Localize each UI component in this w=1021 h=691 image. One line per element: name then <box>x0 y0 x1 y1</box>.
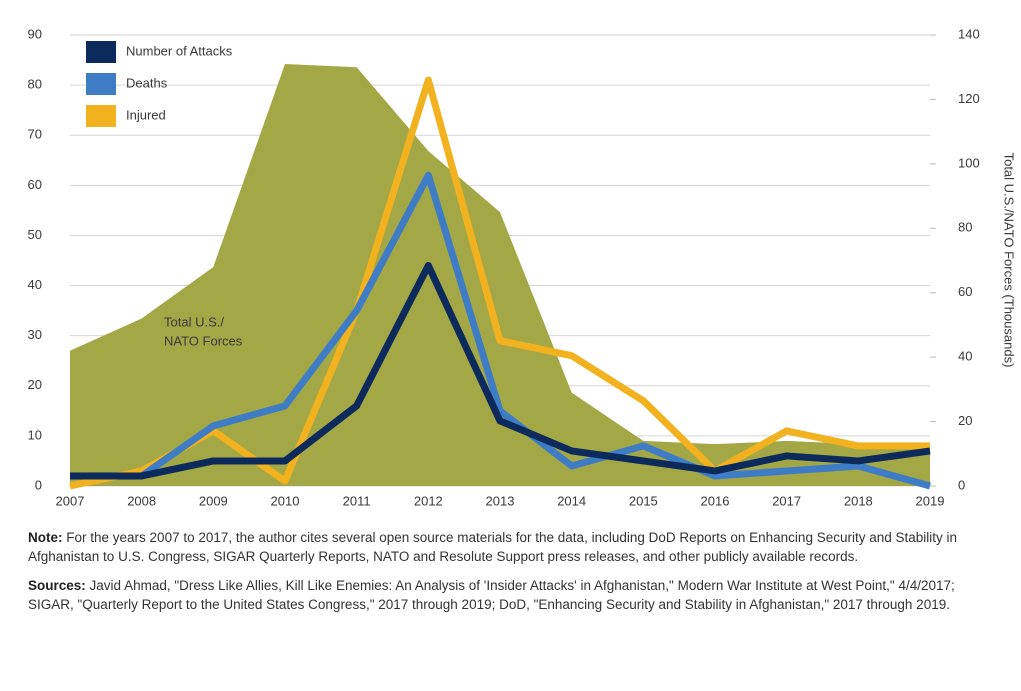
area-annotation: NATO Forces <box>164 333 243 348</box>
sources-label: Sources: <box>28 578 86 593</box>
x-tick-label: 2014 <box>557 493 586 508</box>
notes: Note: For the years 2007 to 2017, the au… <box>28 528 1003 624</box>
sources-text: Javid Ahmad, "Dress Like Allies, Kill Li… <box>28 578 955 612</box>
legend-label: Injured <box>126 107 166 122</box>
sources: Sources: Javid Ahmad, "Dress Like Allies… <box>28 576 1003 614</box>
legend-swatch <box>86 105 116 127</box>
y-tick-label: 40 <box>28 277 42 292</box>
y2-tick-label: 40 <box>958 349 972 364</box>
y-tick-label: 20 <box>28 377 42 392</box>
y2-tick-label: 140 <box>958 26 980 41</box>
x-tick-label: 2018 <box>844 493 873 508</box>
y-tick-label: 80 <box>28 77 42 92</box>
x-tick-label: 2007 <box>56 493 85 508</box>
y-tick-label: 0 <box>35 477 42 492</box>
legend-label: Deaths <box>126 75 168 90</box>
series-line <box>70 171 931 490</box>
note: Note: For the years 2007 to 2017, the au… <box>28 528 1003 566</box>
note-text: For the years 2007 to 2017, the author c… <box>28 530 958 564</box>
y2-tick-label: 20 <box>958 413 972 428</box>
y2-axis-label: Total U.S./NATO Forces (Thousands) <box>1002 153 1017 368</box>
x-tick-label: 2019 <box>916 493 945 508</box>
x-tick-label: 2008 <box>127 493 156 508</box>
y-tick-label: 70 <box>28 127 42 142</box>
y-tick-label: 30 <box>28 327 42 342</box>
chart: 0 10 20 30 40 50 60 70 80 90 0 20 40 60 80 100 120 140 Tot… <box>28 26 1017 508</box>
x-tick-label: 2009 <box>199 493 228 508</box>
x-tick-label: 2011 <box>343 493 371 508</box>
y2-tick-label: 120 <box>958 91 980 106</box>
series-line <box>69 76 930 490</box>
note-label: Note: <box>28 530 63 545</box>
y2-tick-label: 100 <box>958 155 980 170</box>
area-annotation: Total U.S./ <box>164 314 224 329</box>
y-tick-label: 60 <box>28 177 42 192</box>
x-tick-label: 2010 <box>271 493 300 508</box>
x-tick-label: 2016 <box>701 493 730 508</box>
legend-swatch <box>86 73 116 95</box>
legend-swatch <box>86 41 116 63</box>
x-tick-label: 2013 <box>486 493 515 508</box>
y-tick-label: 50 <box>28 227 42 242</box>
y2-tick-label: 0 <box>958 477 965 492</box>
legend-label: Number of Attacks <box>126 43 233 58</box>
x-tick-label: 2017 <box>772 493 801 508</box>
series-line <box>70 262 931 480</box>
y2-tick-label: 80 <box>958 220 972 235</box>
y2-tick-label: 60 <box>958 284 972 299</box>
x-tick-label: 2015 <box>629 493 658 508</box>
y-tick-label: 10 <box>28 427 42 442</box>
x-tick-label: 2012 <box>414 493 443 508</box>
y-tick-label: 90 <box>28 26 42 41</box>
forces-area <box>70 63 930 486</box>
